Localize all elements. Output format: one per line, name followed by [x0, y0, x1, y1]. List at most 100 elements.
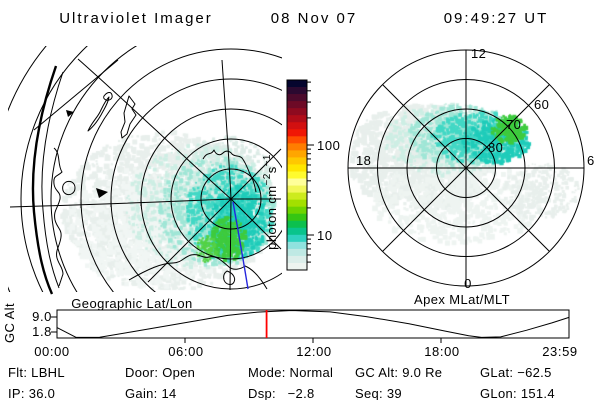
- colorbar-cell: [287, 227, 307, 236]
- colorbar-cell: [287, 115, 307, 123]
- strip-xticks: [184, 338, 442, 343]
- status-readouts: Flt: LBHL Door: Open Mode: Normal GC Alt…: [8, 365, 555, 400]
- unit-sup-2: −2: [262, 173, 273, 185]
- strip-ylabel: GC Alt: [2, 303, 17, 343]
- mlt-label-6: 6: [587, 153, 595, 168]
- colorbar-cell: [287, 150, 307, 158]
- colorbar-cell: [287, 171, 307, 179]
- xtick-1800: 18:00: [424, 344, 460, 359]
- coast-loop: [62, 180, 76, 196]
- strip-frame: [56, 309, 570, 339]
- radial-left: [9, 198, 232, 208]
- colorbar-cell: [287, 241, 307, 250]
- polar-diagonal-2: [382, 84, 550, 252]
- radial-down-right: [230, 198, 282, 250]
- status-glon: GLon: 151.4: [480, 386, 555, 400]
- gc-alt-curve: [56, 310, 570, 338]
- ytick-9: 9.0: [32, 309, 52, 324]
- page-title: Ultraviolet Imager: [59, 10, 213, 27]
- colorbar-cell: [287, 101, 307, 109]
- left-axis-title: Geographic Lat/Lon: [71, 296, 192, 311]
- colorbar-frame: [286, 79, 308, 271]
- colorbar-unit-label: photon cm−2s−1: [262, 154, 279, 250]
- mlt-label-18: 18: [356, 153, 371, 168]
- date-label: 08 Nov 07: [271, 10, 357, 27]
- radial-up-right: [230, 148, 282, 200]
- small-island-filled: [96, 188, 108, 198]
- gc-alt-strip: 9.0 1.8 GC Alt 00:00 06:00 12:00 18:00 2…: [2, 303, 578, 359]
- colorbar: 100 10 photon cm−2s−1: [262, 79, 341, 271]
- colorbar-cell: [287, 143, 307, 151]
- colorbar-cell: [287, 185, 307, 193]
- colorbar-cell: [287, 129, 307, 137]
- mlat-label-60: 60: [534, 97, 549, 112]
- status-ip: IP: 36.0: [8, 386, 55, 400]
- colorbar-tick-100: 100: [317, 138, 341, 153]
- status-door: Door: Open: [125, 365, 195, 380]
- status-glat: GLat: −62.5: [480, 365, 552, 380]
- colorbar-cell: [287, 206, 307, 215]
- status-seq: Seq: 39: [355, 386, 402, 400]
- limb-coast-thin: [41, 71, 64, 289]
- xtick-1200: 12:00: [296, 344, 332, 359]
- strip-yticks: [51, 316, 57, 333]
- unit-sup-1: −1: [262, 154, 273, 166]
- mlt-label-12: 12: [471, 46, 486, 61]
- header: Ultraviolet Imager 08 Nov 07 09:49:27 UT: [59, 10, 546, 27]
- status-gain: Gain: 14: [125, 386, 177, 400]
- antarctic-coast: [53, 147, 64, 287]
- xtick-2359: 23:59: [542, 344, 578, 359]
- colorbar-cell: [287, 157, 307, 165]
- status-dsp: Dsp: −2.8: [248, 386, 315, 400]
- colorbar-major-ticks: [307, 144, 314, 236]
- terminator-line: [232, 201, 249, 290]
- colorbar-cell: [287, 178, 307, 186]
- limb-coast-thick: [31, 65, 58, 295]
- radial-down: [229, 198, 232, 291]
- colorbar-cell: [287, 255, 307, 264]
- colorbar-cell: [287, 192, 307, 201]
- tasmania-coast: [223, 270, 236, 285]
- coastlines: [31, 65, 268, 295]
- radial-up-left: [77, 58, 232, 200]
- xtick-0000: 00:00: [34, 344, 70, 359]
- colorbar-cell: [287, 220, 307, 229]
- meridian-arrow: [66, 110, 74, 117]
- ytick-1-8: 1.8: [32, 324, 52, 339]
- meridian-ticks: [80, 200, 142, 208]
- colorbar-cell: [287, 248, 307, 257]
- gc-alt-curve-group: [56, 310, 570, 338]
- colorbar-cell: [287, 164, 307, 172]
- unit-s: s: [264, 166, 279, 173]
- colorbar-cell: [287, 108, 307, 116]
- colorbar-minor-ticks: [307, 81, 311, 263]
- colorbar-cell: [287, 136, 307, 144]
- colorbar-cell: [287, 122, 307, 130]
- status-flt: Flt: LBHL: [8, 365, 65, 380]
- left-map-panel: Geographic Lat/Lon: [8, 46, 282, 311]
- colorbar-cell: [287, 87, 307, 95]
- unit-main: photon cm: [264, 186, 279, 250]
- mlat-label-70: 70: [506, 117, 521, 132]
- colorbar-cell: [287, 262, 307, 271]
- colorbar-tick-10: 10: [317, 228, 333, 243]
- colorbar-cell: [287, 213, 307, 222]
- polar-panel: 12 18 6 0 60 70 80 Apex MLat/MLT: [347, 46, 595, 307]
- left-map-grid: [8, 46, 282, 292]
- xtick-0600: 06:00: [168, 344, 204, 359]
- colorbar-cell: [287, 94, 307, 102]
- colorbar-cell: [287, 234, 307, 243]
- new-guinea-coast: [202, 149, 257, 193]
- colorbar-cells: [287, 80, 307, 271]
- status-gcalt: GC Alt: 9.0 Re: [355, 365, 442, 380]
- island-coast-small: [103, 92, 113, 101]
- island-coast-dart: [120, 95, 137, 139]
- island-coast: [87, 96, 110, 132]
- radial-down-left: [147, 198, 232, 283]
- radial-up: [221, 59, 232, 200]
- colorbar-cell: [287, 199, 307, 208]
- australia-coast: [128, 254, 268, 290]
- mlt-label-0: 0: [464, 276, 472, 291]
